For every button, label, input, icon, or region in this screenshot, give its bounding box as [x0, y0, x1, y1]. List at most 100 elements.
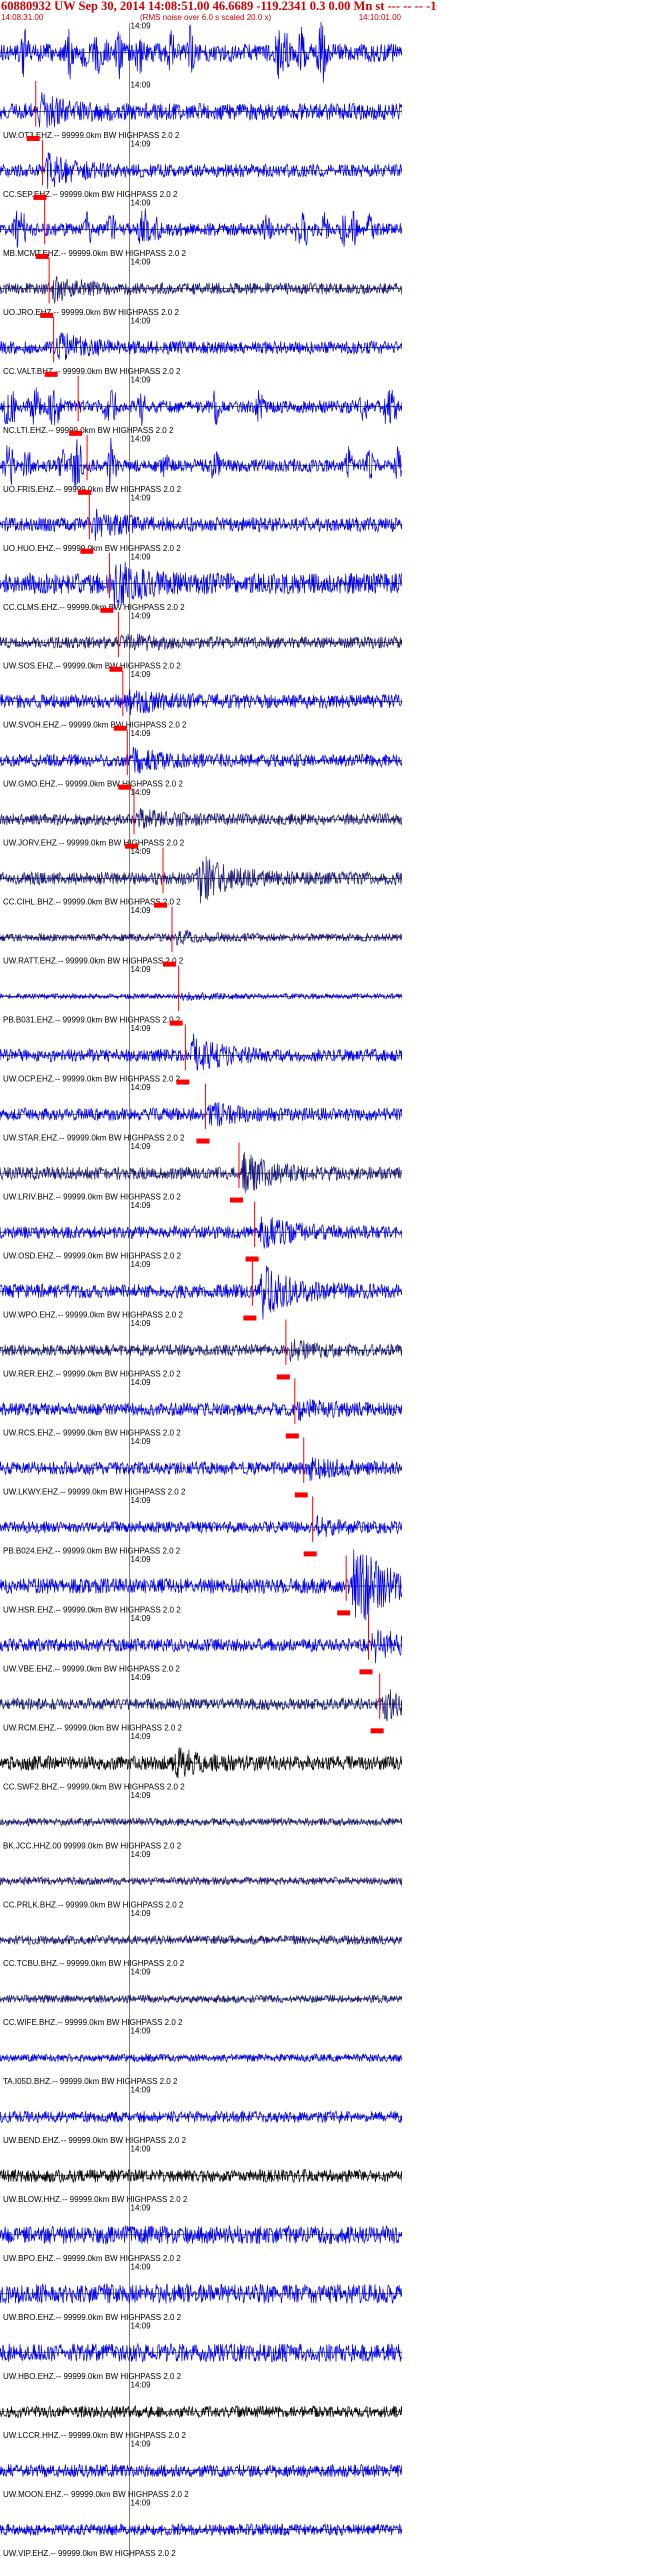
waveform: [0, 561, 402, 610]
station-label: UW.RCS.EHZ.-- 99999.0km BW HIGHPASS 2.0 …: [3, 1428, 181, 1437]
trace-3: 14:09 MB.MCMT.EHZ.-- 99999.0km BW HIGHPAS…: [0, 198, 402, 260]
minute-label: 14:09: [131, 198, 152, 207]
minute-label: 14:09: [131, 788, 152, 797]
trace-38: 14:09 UW.BRO.EHZ.-- 99999.0km BW HIGHPASS…: [0, 2263, 402, 2324]
waveform: [0, 437, 402, 490]
waveform: [0, 633, 402, 652]
station-label: MB.MCMT.EHZ.-- 99999.0km BW HIGHPASS 2.0…: [3, 249, 187, 258]
trace-5: 14:09 CC.VALT.BHZ.-- 99999.0km BW HIGHPAS…: [0, 316, 402, 378]
trace-23: 14:09 UW.RCS.EHZ.-- 99999.0km BW HIGHPASS…: [0, 1378, 402, 1439]
trace-28: 14:09 UW.RCM.EHZ.-- 99999.0km BW HIGHPASS…: [0, 1673, 402, 1734]
pick-flag: [243, 1315, 257, 1321]
trace-18: 14:09 UW.STAR.EHZ.-- 99999.0km BW HIGHPAS…: [0, 1083, 402, 1144]
station-label: TA.I05D.BHZ.-- 99999.0km BW HIGHPASS 2.0…: [3, 2077, 178, 2086]
trace-11: 14:09 UW.SVOH.EHZ.-- 99999.0km BW HIGHPAS…: [0, 670, 402, 731]
minute-label: 14:09: [131, 670, 152, 679]
waveform: [0, 1689, 402, 1722]
minute-label: 14:09: [131, 1909, 152, 1918]
station-label: UW.SOS.EHZ.-- 99999.0km BW HIGHPASS 2.0 …: [3, 662, 181, 671]
pick-flag: [100, 607, 114, 613]
pick-flag: [245, 1256, 259, 1262]
pick-flag: [285, 1433, 299, 1439]
waveform: [0, 1549, 402, 1621]
minute-label: 14:09: [131, 2263, 152, 2272]
trace-9: 14:09 CC.CLMS.EHZ.-- 99999.0km BW HIGHPAS…: [0, 552, 402, 613]
station-label: UW.STAR.EHZ.-- 99999.0km BW HIGHPASS 2.0…: [3, 1134, 185, 1143]
pick-flag: [125, 843, 138, 849]
minute-label: 14:09: [131, 80, 152, 89]
pick-flag: [229, 1197, 243, 1203]
minute-label: 14:09: [131, 1496, 152, 1505]
pick-flag: [35, 253, 49, 259]
trace-31: 14:09 CC.PRLK.BHZ.-- 99999.0km BW HIGHPAS…: [0, 1850, 402, 1911]
waveform: [0, 508, 402, 541]
trace-35: 14:09 UW.BEND.EHZ.-- 99999.0km BW HIGHPAS…: [0, 2086, 402, 2147]
minute-label: 14:09: [131, 906, 152, 915]
station-label: UW.BLOW.HHZ.-- 99999.0km BW HIGHPASS 2.0…: [3, 2195, 188, 2204]
trace-30: 14:09 BK.JCC.HHZ.00 99999.0km BW HIGHPASS…: [0, 1791, 402, 1852]
station-label: CC.TCBU.BHZ.-- 99999.0km BW HIGHPASS 2.0…: [3, 1959, 185, 1968]
pick-flag: [162, 961, 176, 967]
minute-label: 14:09: [131, 1732, 152, 1741]
pick-flag: [80, 548, 94, 554]
waveform: [0, 1102, 402, 1127]
waveform: [0, 275, 402, 304]
pick-flag: [78, 489, 92, 495]
pick-flag: [176, 1079, 190, 1085]
station-label: UO.HUO.EHZ.-- 99999.0km BW HIGHPASS 2.0 …: [3, 544, 181, 553]
station-label: UW.HSR.EHZ.-- 99999.0km BW HIGHPASS 2.0 …: [3, 1605, 181, 1614]
trace-2: 14:09 CC.SEP.EHZ.-- 99999.0km BW HIGHPASS…: [0, 139, 402, 201]
waveform: [0, 929, 402, 946]
minute-label: 14:09: [131, 1260, 152, 1269]
pick-flag: [337, 1610, 351, 1616]
trace-0: 14:09: [0, 22, 402, 83]
waveform: [0, 2052, 402, 2063]
trace-4: 14:09 UO.JRO.EHZ.-- 99999.0km BW HIGHPASS…: [0, 257, 402, 319]
trace-27: 14:09 UW.VBE.EHZ.-- 99999.0km BW HIGHPASS…: [0, 1614, 402, 1675]
waveform: [0, 1339, 402, 1362]
station-label: UO.FRIS.EHZ.-- 99999.0km BW HIGHPASS 2.0…: [3, 485, 182, 494]
pick-flag: [33, 194, 47, 200]
minute-label: 14:09: [131, 375, 152, 384]
pick-flag: [370, 1728, 384, 1734]
waveform: [0, 1457, 402, 1481]
minute-label: 14:09: [131, 434, 152, 443]
trace-29: 14:09 CC.SWF2.BHZ.-- 99999.0km BW HIGHPAS…: [0, 1732, 402, 1793]
station-label: UW.BPO.EHZ.-- 99999.0km BW HIGHPASS 2.0 …: [3, 2254, 181, 2263]
waveform: [0, 1216, 402, 1249]
waveform: [0, 1151, 402, 1194]
minute-label: 14:09: [131, 1555, 152, 1564]
station-label: UW.OSD.EHZ.-- 99999.0km BW HIGHPASS 2.0 …: [3, 1252, 182, 1261]
minute-label: 14:09: [131, 1614, 152, 1623]
pick-flag: [40, 312, 54, 318]
minute-label: 14:09: [131, 257, 152, 266]
station-label: PB.B031.EHZ.-- 99999.0km BW HIGHPASS 2.0…: [3, 1016, 181, 1025]
minute-label: 14:09: [131, 1850, 152, 1859]
waveform: [0, 689, 402, 716]
station-label: NC.LTI.EHZ.-- 99999.0km BW HIGHPASS 2.0 …: [3, 426, 174, 435]
trace-34: 14:09 TA.I05D.BHZ.-- 99999.0km BW HIGHPAS…: [0, 2027, 402, 2088]
minute-label: 14:09: [131, 1378, 152, 1387]
minute-label: 14:09: [131, 493, 152, 502]
minute-label: 14:09: [131, 611, 152, 620]
minute-label: 14:09: [131, 22, 152, 31]
pick-flag: [196, 1138, 210, 1144]
trace-22: 14:09 UW.RER.EHZ.-- 99999.0km BW HIGHPASS…: [0, 1319, 402, 1380]
waveform: [0, 2342, 402, 2363]
station-label: UW.WPO.EHZ.-- 99999.0km BW HIGHPASS 2.0 …: [3, 1310, 183, 1319]
minute-label: 14:09: [131, 316, 152, 325]
waveform: [0, 746, 402, 774]
waveform: [0, 2282, 402, 2304]
minute-label: 14:09: [131, 1791, 152, 1800]
station-label: UW.SVOH.EHZ.-- 99999.0km BW HIGHPASS 2.0…: [3, 721, 187, 730]
trace-20: 14:09 UW.OSD.EHZ.-- 99999.0km BW HIGHPASS…: [0, 1201, 402, 1262]
station-label: UW.VIP.EHZ.-- 99999.0km BW HIGHPASS 2.0 …: [3, 2549, 176, 2558]
pick-flag: [276, 1374, 290, 1380]
trace-14: 14:09 CC.CIHL.BHZ.-- 99999.0km BW HIGHPAS…: [0, 847, 402, 908]
minute-label: 14:09: [131, 2086, 152, 2095]
trace-8: 14:09 UO.HUO.EHZ.-- 99999.0km BW HIGHPASS…: [0, 493, 402, 554]
trace-1: 14:09 UW.OT3.EHZ.-- 99999.0km BW HIGHPASS…: [0, 80, 402, 142]
minute-label: 14:09: [131, 2440, 152, 2449]
record-title: 60880932 UW Sep 30, 2014 14:08:51.00 46.…: [1, 0, 437, 13]
